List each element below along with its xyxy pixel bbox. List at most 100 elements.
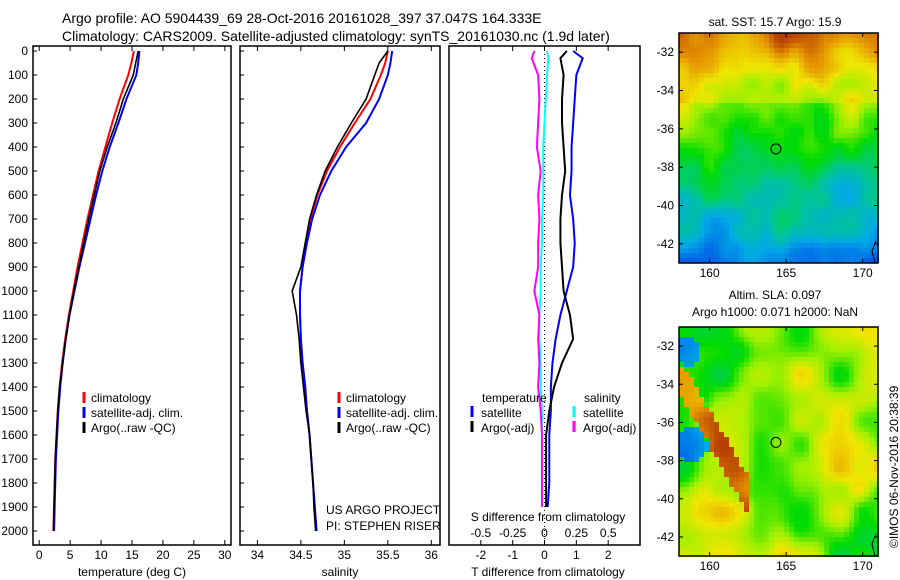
map-cell — [724, 452, 729, 457]
map-cell — [799, 442, 804, 447]
map-cell — [749, 537, 754, 542]
map-cell — [869, 233, 874, 238]
map-cell — [819, 477, 824, 482]
map-cell — [839, 133, 844, 138]
map-cell — [744, 522, 749, 527]
map-cell — [809, 133, 814, 138]
map-cell — [869, 477, 874, 482]
map-cell — [744, 382, 749, 387]
map-cell — [709, 457, 714, 462]
map-cell — [864, 432, 869, 437]
map-cell — [769, 233, 774, 238]
map-cell — [814, 447, 819, 452]
map-cell — [809, 472, 814, 477]
map-cell — [769, 118, 774, 123]
map-cell — [799, 497, 804, 502]
map-cell — [699, 233, 704, 238]
map-cell — [799, 542, 804, 547]
map-cell — [729, 58, 734, 63]
map-cell — [849, 108, 854, 113]
map-cell — [774, 48, 779, 53]
map-cell — [729, 128, 734, 133]
map-cell — [724, 98, 729, 103]
map-cell — [739, 153, 744, 158]
map-cell — [759, 407, 764, 412]
map-cell — [764, 432, 769, 437]
map-cell — [734, 168, 739, 173]
map-cell — [809, 552, 814, 557]
map-cell — [764, 193, 769, 198]
map-cell — [789, 218, 794, 223]
map-cell — [814, 517, 819, 522]
map-cell — [749, 392, 754, 397]
map-cell — [809, 457, 814, 462]
map-cell — [869, 198, 874, 203]
map-cell — [809, 452, 814, 457]
map-cell — [724, 517, 729, 522]
map-cell — [724, 437, 729, 442]
map-cell — [729, 522, 734, 527]
map-cell — [864, 193, 869, 198]
legend-label: Argo(..raw -QC) — [346, 421, 431, 435]
map-cell — [769, 53, 774, 58]
map-cell — [684, 108, 689, 113]
map-cell — [799, 128, 804, 133]
map-cell — [699, 502, 704, 507]
map-cell — [744, 437, 749, 442]
map-cell — [764, 542, 769, 547]
map-cell — [854, 133, 859, 138]
map-cell — [754, 153, 759, 158]
map-cell — [834, 387, 839, 392]
map-cell — [689, 258, 694, 263]
map-cell — [704, 228, 709, 233]
map-cell — [704, 78, 709, 83]
map-cell — [679, 522, 684, 527]
map-cell — [709, 223, 714, 228]
map-cell — [869, 63, 874, 68]
map-cell — [794, 372, 799, 377]
map-cell — [709, 38, 714, 43]
map-cell — [799, 492, 804, 497]
map-cell — [834, 118, 839, 123]
map-cell — [789, 228, 794, 233]
map-cell — [789, 457, 794, 462]
map-cell — [704, 183, 709, 188]
map-cell — [699, 213, 704, 218]
map-cell — [859, 83, 864, 88]
map-cell — [794, 382, 799, 387]
map-cell — [849, 138, 854, 143]
map-cell — [854, 233, 859, 238]
map-cell — [864, 502, 869, 507]
map-cell — [869, 432, 874, 437]
map-cell — [719, 118, 724, 123]
map-cell — [864, 457, 869, 462]
map-cell — [864, 427, 869, 432]
map-cell — [839, 93, 844, 98]
map-cell — [869, 48, 874, 53]
map-cell — [854, 547, 859, 552]
map-cell — [774, 372, 779, 377]
map-cell — [704, 542, 709, 547]
map-cell — [709, 447, 714, 452]
map-cell — [754, 103, 759, 108]
map-cell — [809, 402, 814, 407]
map-cell — [734, 113, 739, 118]
map-cell — [849, 228, 854, 233]
map-cell — [694, 223, 699, 228]
map-cell — [709, 168, 714, 173]
map-cell — [744, 128, 749, 133]
map-cell — [839, 487, 844, 492]
map-cell — [874, 258, 879, 263]
x-tick-label: 2 — [605, 548, 612, 562]
map-cell — [779, 183, 784, 188]
map-cell — [699, 118, 704, 123]
map-cell — [844, 78, 849, 83]
map-cell — [864, 422, 869, 427]
map-cell — [784, 362, 789, 367]
map-cell — [804, 422, 809, 427]
legend-label: Argo(-adj) — [481, 421, 534, 435]
map-cell — [849, 367, 854, 372]
map-cell — [859, 203, 864, 208]
map-cell — [864, 352, 869, 357]
map-cell — [804, 98, 809, 103]
